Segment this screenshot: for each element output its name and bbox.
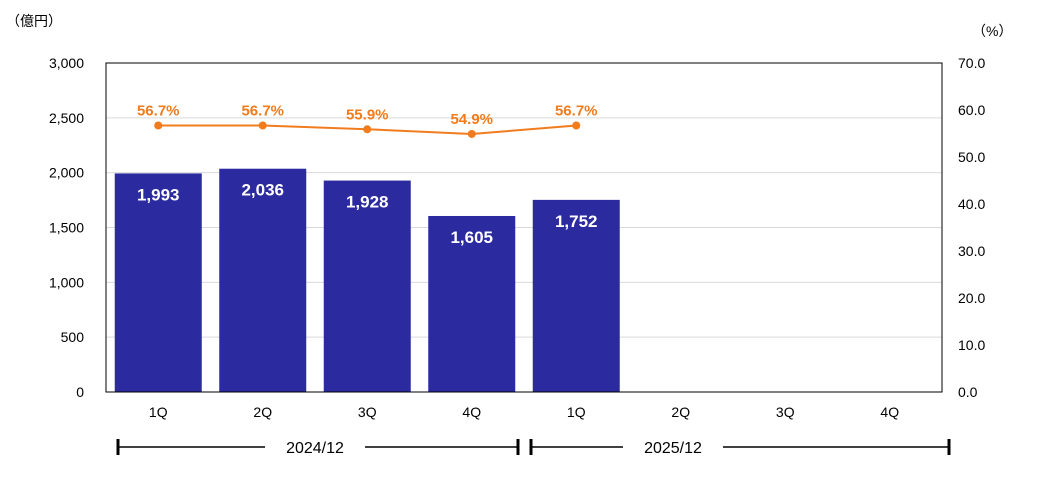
ratio-value-label: 56.7% [555, 103, 598, 120]
category-label: 3Q [358, 404, 377, 420]
ratio-value-label: 54.9% [450, 111, 493, 128]
data-labels: 1,993 2,036 1,928 1,605 1,752 56.7% 56.7% 55.9%… [137, 103, 598, 247]
bar [323, 180, 411, 392]
right-tick-label: 0.0 [958, 384, 978, 400]
category-label: 1Q [567, 404, 586, 420]
axes: 0 500 1,000 1,500 2,000 2,500 3,000 0.0 10.0 20.0… [49, 55, 986, 420]
left-tick-label: 3,000 [49, 55, 84, 71]
right-tick-label: 50.0 [958, 149, 985, 165]
period-groups: 2024/12 2025/12 [116, 439, 951, 457]
ratio-point [363, 125, 372, 134]
bar [114, 173, 202, 392]
ratio-value-label: 55.9% [346, 106, 389, 123]
ratio-line [154, 121, 581, 138]
left-tick-label: 1,500 [49, 220, 84, 236]
period-label: 2024/12 [286, 440, 344, 457]
right-tick-label: 60.0 [958, 102, 985, 118]
bar-value-label: 1,605 [450, 228, 493, 247]
ratio-point [467, 129, 476, 138]
right-tick-label: 70.0 [958, 55, 985, 71]
ratio-value-label: 56.7% [241, 103, 284, 120]
left-tick-label: 2,000 [49, 165, 84, 181]
right-tick-label: 10.0 [958, 337, 985, 353]
bar [219, 168, 307, 392]
left-axis-unit: （億円） [6, 13, 62, 29]
right-tick-label: 40.0 [958, 196, 985, 212]
ratio-value-label: 56.7% [137, 103, 180, 120]
category-label: 1Q [149, 404, 168, 420]
right-tick-label: 30.0 [958, 243, 985, 259]
left-tick-label: 1,000 [49, 274, 84, 290]
bar-value-label: 2,036 [241, 181, 284, 200]
bar [532, 199, 620, 392]
bar-value-label: 1,752 [555, 212, 598, 231]
category-label: 4Q [880, 404, 899, 420]
bar-value-label: 1,993 [137, 185, 180, 204]
category-label: 4Q [462, 404, 481, 420]
period-label: 2025/12 [644, 440, 702, 457]
bar [428, 215, 516, 392]
left-tick-label: 500 [61, 329, 85, 345]
bars [114, 168, 620, 392]
left-tick-label: 2,500 [49, 110, 84, 126]
bar-value-label: 1,928 [346, 193, 389, 212]
category-label: 2Q [253, 404, 272, 420]
ratio-point [258, 121, 267, 130]
plot-frame [105, 62, 943, 393]
category-label: 2Q [671, 404, 690, 420]
ratio-point [572, 121, 581, 130]
right-tick-label: 20.0 [958, 290, 985, 306]
category-label: 3Q [776, 404, 795, 420]
left-tick-label: 0 [76, 384, 84, 400]
ratio-point [154, 121, 163, 130]
right-axis-unit: （%） [972, 23, 1012, 39]
